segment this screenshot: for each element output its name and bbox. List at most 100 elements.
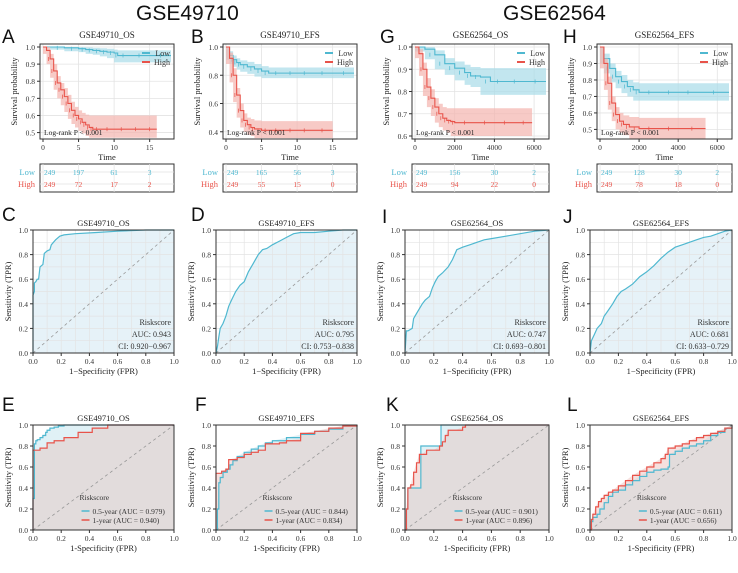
xtick-label: 1.0 xyxy=(727,534,737,543)
ytick-label: 0.4 xyxy=(19,300,29,309)
survival-curve-high xyxy=(415,46,533,124)
risk-row-label-high: High xyxy=(201,179,219,189)
diagonal-reference-line xyxy=(215,424,358,531)
y-axis-label: Sensitivity (TPR) xyxy=(375,261,385,321)
ytick-label: 1.0 xyxy=(391,421,401,430)
panel-letter: B xyxy=(191,27,204,48)
x-axis-label: 1−Specificity (FPR) xyxy=(627,366,696,376)
risk-value: 61 xyxy=(110,168,118,177)
y-axis-label: Sensitivity (TPR) xyxy=(3,261,13,321)
xtick-label: 15 xyxy=(329,143,337,152)
xtick-label: 0.6 xyxy=(487,357,497,366)
legend-label-low: Low xyxy=(338,49,353,58)
ytick-label: 1.0 xyxy=(19,226,29,235)
legend-title: Riskscore xyxy=(263,493,293,502)
ytick-label: 0.6 xyxy=(398,132,408,141)
xtick-label: 0.0 xyxy=(28,357,38,366)
ytick-label: 0.4 xyxy=(576,484,586,493)
xtick-label: 0 xyxy=(224,143,228,152)
roc-curve-1-year xyxy=(405,424,549,531)
panel-G: G GSE62564_OS Low High Log-rank P < 0.001 0.… xyxy=(372,27,555,197)
panel-letter: C xyxy=(2,205,16,226)
xtick-label: 0.8 xyxy=(516,357,526,366)
risk-value: 22 xyxy=(491,180,499,189)
xtick-label: 1.0 xyxy=(544,534,554,543)
plot-border xyxy=(404,229,550,354)
plot-border xyxy=(589,229,733,354)
auc-label: AUC: 0.747 xyxy=(507,330,546,339)
xtick-label: 0.0 xyxy=(400,534,410,543)
xtick-label: 0.4 xyxy=(268,534,278,543)
roc-curve-0-5-year xyxy=(590,425,733,531)
xtick-label: 1.0 xyxy=(352,534,362,543)
ytick-label: 0.7 xyxy=(398,110,408,119)
panel-letter: A xyxy=(2,27,15,48)
risk-value: 30 xyxy=(491,168,499,177)
plot-border xyxy=(222,43,358,140)
roc-curve xyxy=(215,229,357,354)
xtick-label: 0.8 xyxy=(699,357,709,366)
x-axis-label: 1−Specificity (FPR) xyxy=(69,366,138,376)
risk-table xyxy=(39,163,175,193)
risk-value: 18 xyxy=(674,180,682,189)
xtick-label: 6000 xyxy=(527,143,542,152)
chart-title: GSE49710_EFS xyxy=(260,30,320,40)
ytick-label: 0.5 xyxy=(26,129,36,138)
ytick-label: 0.8 xyxy=(583,76,593,85)
risk-value: 72 xyxy=(75,180,83,189)
panel-A: A GSE49710_OS Low High Log-rank P < 0.001 0.… xyxy=(0,27,180,197)
panel-letter: F xyxy=(195,395,207,416)
legend-label-1-year: 1-year (AUC = 0.896) xyxy=(466,516,533,525)
xtick-label: 0 xyxy=(598,143,602,152)
xtick-label: 0.2 xyxy=(614,357,624,366)
risk-row-label-high: High xyxy=(390,179,408,189)
ytick-label: 0.0 xyxy=(202,349,212,358)
ci-band-low xyxy=(415,47,546,95)
roc-curve xyxy=(404,229,550,354)
risk-value: 17 xyxy=(110,180,118,189)
panel-D: D GSE49710_EFS 0.0 0.0 0.2 0.2 0.4 0.4 0.6 0.6 0.… xyxy=(183,205,363,380)
panel-L: L GSE62564_EFS 0.0 0.0 0.2 0.2 0.4 0.4 0.6 0.6 0.… xyxy=(557,395,738,568)
xtick-label: 2000 xyxy=(447,143,462,152)
x-axis-label: Time xyxy=(656,152,674,162)
ytick-label: 0.6 xyxy=(202,463,212,472)
ytick-label: 0.0 xyxy=(576,349,586,358)
plot-border xyxy=(215,229,358,354)
xtick-label: 0.4 xyxy=(458,357,468,366)
ytick-label: 0.8 xyxy=(19,251,29,260)
risk-value: 0 xyxy=(532,180,536,189)
risk-value: 156 xyxy=(449,168,461,177)
roc-chart: GSE62564_OS 0.00.0 0.2 0.2 0.4 0.4 0.6 0.6 0.8 0.… xyxy=(375,218,554,376)
time-roc-chart: GSE49710_OS 0.00.0 0.2 0.2 0.4 0.4 0.6 0.6 0.8 0.… xyxy=(3,413,179,553)
risk-value: 30 xyxy=(674,168,682,177)
above-curve-white xyxy=(405,425,549,530)
ytick-label: 0.0 xyxy=(391,526,401,535)
chart-title: GSE62564_OS xyxy=(453,30,509,40)
legend-title: Riskscore xyxy=(453,493,483,502)
ytick-label: 0.6 xyxy=(26,111,36,120)
risk-value: 249 xyxy=(416,168,428,177)
ci-label: CI: 0.753−0.838 xyxy=(301,342,354,351)
risk-value: 2 xyxy=(148,180,152,189)
roc-curve-1-year xyxy=(32,424,174,530)
panel-letter: G xyxy=(380,27,395,48)
panel-letter: H xyxy=(563,27,577,48)
chart-title: GSE62564_OS xyxy=(451,413,504,423)
x-axis-label: Time xyxy=(472,152,490,162)
plot-border xyxy=(32,229,175,354)
roc-curve-1-year xyxy=(590,425,733,531)
xtick-label: 0.0 xyxy=(400,357,410,366)
ytick-label: 0.9 xyxy=(26,60,36,69)
ci-band-high xyxy=(415,47,533,136)
risk-table xyxy=(411,163,550,193)
legend-label-high: High xyxy=(154,58,170,67)
risk-value: 3 xyxy=(331,168,335,177)
risk-value: 55 xyxy=(258,180,266,189)
xtick-label: 0.0 xyxy=(585,357,595,366)
xtick-label: 15 xyxy=(146,143,154,152)
ytick-label: 1.0 xyxy=(209,43,219,52)
diagonal-reference-line xyxy=(215,229,358,354)
panel-letter: J xyxy=(563,207,573,228)
panel-H: H GSE62564_EFS Low High Log-rank P < 0.001 0… xyxy=(557,27,738,197)
